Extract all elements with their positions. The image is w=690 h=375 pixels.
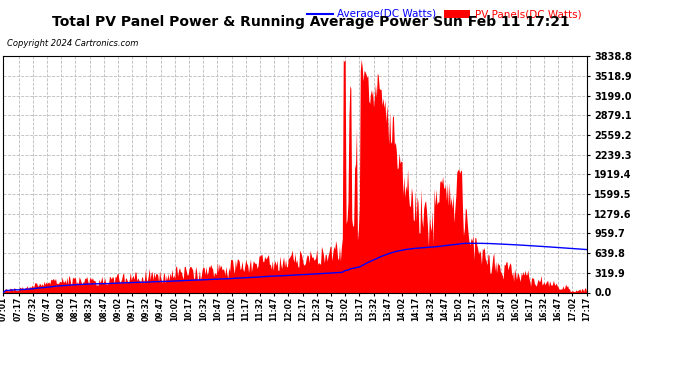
Text: Total PV Panel Power & Running Average Power Sun Feb 11 17:21: Total PV Panel Power & Running Average P… [52,15,569,29]
Legend: Average(DC Watts), PV Panels(DC Watts): Average(DC Watts), PV Panels(DC Watts) [307,9,581,20]
Text: Copyright 2024 Cartronics.com: Copyright 2024 Cartronics.com [7,39,138,48]
